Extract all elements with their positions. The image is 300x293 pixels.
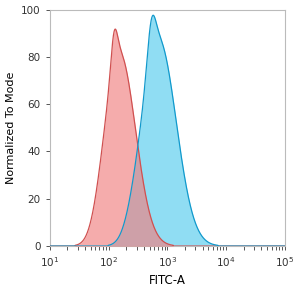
Y-axis label: Normalized To Mode: Normalized To Mode [6,71,16,184]
X-axis label: FITC-A: FITC-A [149,275,186,287]
